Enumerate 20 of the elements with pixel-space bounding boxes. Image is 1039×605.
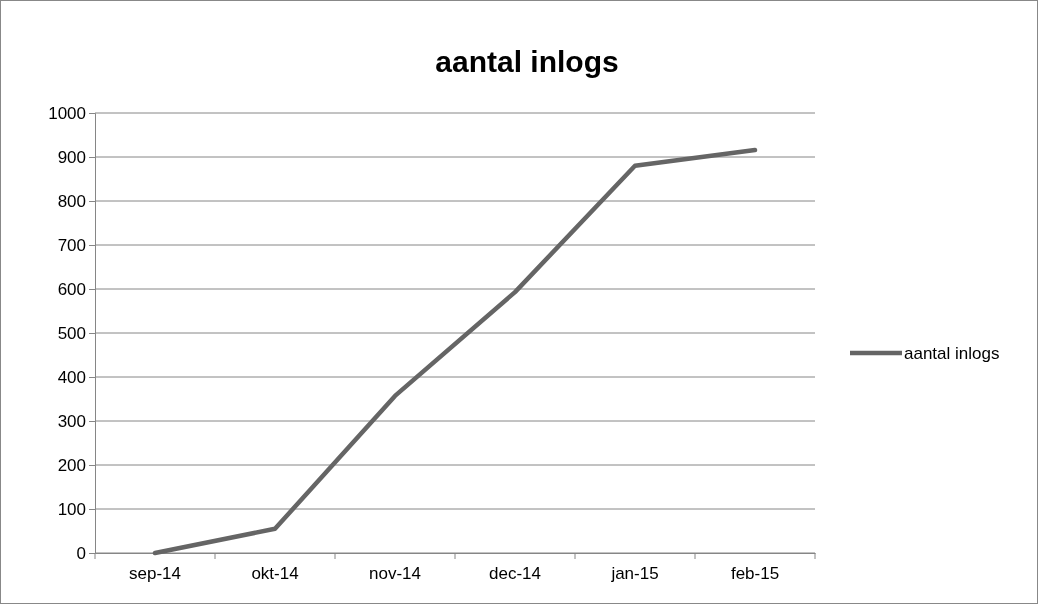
- x-tick-label: sep-14: [129, 564, 181, 584]
- y-tick-label: 0: [76, 543, 86, 563]
- x-tick-label: nov-14: [369, 564, 421, 584]
- x-tick-label: okt-14: [251, 564, 299, 584]
- legend-label: aantal inlogs: [904, 344, 1000, 363]
- y-tick-label: 700: [57, 235, 86, 255]
- y-tick-label: 900: [57, 147, 86, 167]
- x-tick-label: feb-15: [730, 564, 780, 584]
- y-tick-label: 200: [57, 455, 86, 475]
- y-tick-label: 1000: [48, 103, 86, 123]
- line-series: [152, 147, 758, 556]
- x-tick-label: jan-15: [610, 564, 659, 584]
- y-tick-label: 600: [57, 279, 86, 299]
- x-tick-label: dec-14: [489, 564, 541, 584]
- y-tick-label: 500: [57, 323, 86, 343]
- y-tick-label: 300: [57, 411, 86, 431]
- chart-title: aantal inlogs: [435, 45, 619, 78]
- y-tick-label: 100: [57, 499, 86, 519]
- y-tick-label: 400: [57, 367, 86, 387]
- y-tick-label: 800: [57, 191, 86, 211]
